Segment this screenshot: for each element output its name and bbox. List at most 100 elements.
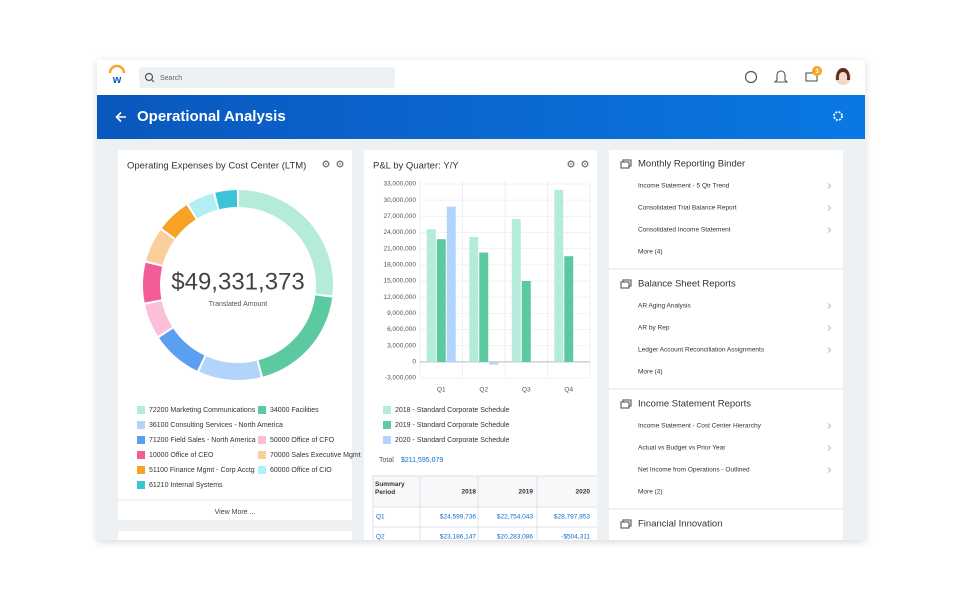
settings-icon[interactable]: ⚙ <box>336 160 345 171</box>
section-icon-back <box>620 281 630 289</box>
donut-segment <box>146 229 175 265</box>
legend-swatch <box>137 451 145 459</box>
section-icon-back <box>620 161 630 169</box>
chevron <box>827 303 832 309</box>
report-link[interactable]: Ledger Account Reconciliation Assignment… <box>638 347 765 354</box>
bar <box>469 236 479 362</box>
search-icon-handle <box>151 79 155 83</box>
donut-segment <box>159 328 205 371</box>
app: w Search 3 Operational Analysis Operatin… <box>97 60 865 541</box>
page-header <box>97 95 865 139</box>
pl-card: P&L by Quarter: Y/Y ⚙ ⚙ Total $211,595,0… <box>364 150 597 541</box>
table-cell: $22,754,043 <box>497 514 534 521</box>
legend-label: 72200 Marketing Communications <box>149 407 256 414</box>
chevron <box>827 445 832 451</box>
search-placeholder: Search <box>160 75 182 82</box>
y-tick-label: 3,000,000 <box>387 342 416 349</box>
legend-swatch <box>137 406 145 414</box>
table-header-label: Summary Period <box>375 481 405 496</box>
report-link[interactable]: Net Income from Operations - Outlined <box>638 467 750 474</box>
section-title: Financial Innovation <box>638 519 723 530</box>
table-cell: Q1 <box>376 514 385 521</box>
section-title: Income Statement Reports <box>638 399 751 410</box>
chevron <box>827 183 832 189</box>
report-link[interactable]: Actual vs Budget vs Prior Year <box>638 445 726 452</box>
filter-icon[interactable]: ⚙ <box>322 160 331 171</box>
bar <box>489 361 499 365</box>
reports-card <box>609 150 843 540</box>
total-value: $211,595,079 <box>401 457 443 464</box>
section-icon-back <box>620 401 630 409</box>
y-tick-label: 0 <box>412 359 416 366</box>
y-tick-label: 12,000,000 <box>383 294 416 301</box>
logo-arc <box>108 64 126 74</box>
settings-icon[interactable]: ⚙ <box>581 160 590 171</box>
legend-label: 34000 Facilities <box>270 407 319 414</box>
search-box[interactable] <box>139 67 395 88</box>
view-more[interactable]: View More ... <box>215 509 256 516</box>
chevron <box>827 347 832 353</box>
more-link[interactable]: More (2) <box>638 489 663 496</box>
legend-swatch <box>137 481 145 489</box>
inbox-icon[interactable] <box>805 72 818 82</box>
chat-icon[interactable] <box>744 70 758 84</box>
y-tick-label: 24,000,000 <box>383 229 416 236</box>
back-arrow[interactable] <box>115 111 127 123</box>
y-tick-label: 21,000,000 <box>383 245 416 252</box>
donut-segment <box>145 301 173 337</box>
filter-icon[interactable]: ⚙ <box>567 160 576 171</box>
badge-count: 3 <box>815 69 819 75</box>
legend-swatch <box>383 421 391 429</box>
bar <box>426 229 436 362</box>
y-tick-label: 27,000,000 <box>383 213 416 220</box>
section-title: Monthly Reporting Binder <box>638 159 745 170</box>
donut-segment <box>238 190 334 296</box>
donut-segment <box>199 356 261 381</box>
legend-swatch <box>383 406 391 414</box>
search-icon <box>144 72 154 82</box>
x-tick-label: Q2 <box>479 387 488 394</box>
total-label: Total <box>379 457 394 464</box>
legend-swatch <box>137 421 145 429</box>
chevron <box>827 227 832 233</box>
legend-label: 2019 - Standard Corporate Schedule <box>395 422 510 429</box>
report-link[interactable]: Consolidated Income Statement <box>638 227 731 234</box>
donut-segment <box>143 262 163 303</box>
report-link[interactable]: Income Statement - Cost Center Hierarchy <box>638 423 762 430</box>
report-link[interactable]: Income Statement - 5 Qtr Trend <box>638 183 730 190</box>
report-link[interactable]: AR by Rep <box>638 325 670 332</box>
bar <box>511 219 521 362</box>
more-link[interactable]: More (4) <box>638 369 663 376</box>
bar <box>521 281 531 362</box>
y-tick-label: 30,000,000 <box>383 197 416 204</box>
next-card <box>118 531 352 540</box>
report-link[interactable]: AR Aging Analysis <box>638 303 692 310</box>
donut-segment <box>188 193 218 219</box>
chevron <box>827 467 832 473</box>
legend-label: 60000 Office of CIO <box>270 467 332 474</box>
table-cell: $20,283,086 <box>497 534 534 541</box>
card-title: Operating Expenses by Cost Center (LTM) <box>127 161 306 172</box>
bar <box>446 206 456 362</box>
y-tick-label: 18,000,000 <box>383 262 416 269</box>
legend-label: 70000 Sales Executive Mgmt <box>270 452 361 459</box>
legend-label: 61210 Internal Systems <box>149 482 223 489</box>
report-link[interactable]: Consolidated Trial Balance Report <box>638 205 737 212</box>
legend-label: 10000 Office of CEO <box>149 452 214 459</box>
avatar-hair <box>836 68 850 80</box>
logo[interactable]: w <box>108 64 126 86</box>
more-link[interactable]: More (4) <box>638 249 663 256</box>
section-icon-back <box>620 521 630 529</box>
bell-icon[interactable] <box>773 70 789 83</box>
y-tick-label: 6,000,000 <box>387 326 416 333</box>
legend-label: 36100 Consulting Services - North Americ… <box>149 422 283 429</box>
x-tick-label: Q1 <box>437 387 446 394</box>
legend-swatch <box>383 436 391 444</box>
table-cell: $28,797,953 <box>554 514 591 521</box>
section-title: Balance Sheet Reports <box>638 279 736 290</box>
y-tick-label: 9,000,000 <box>387 310 416 317</box>
chevron <box>827 325 832 331</box>
header-settings[interactable] <box>833 111 843 121</box>
